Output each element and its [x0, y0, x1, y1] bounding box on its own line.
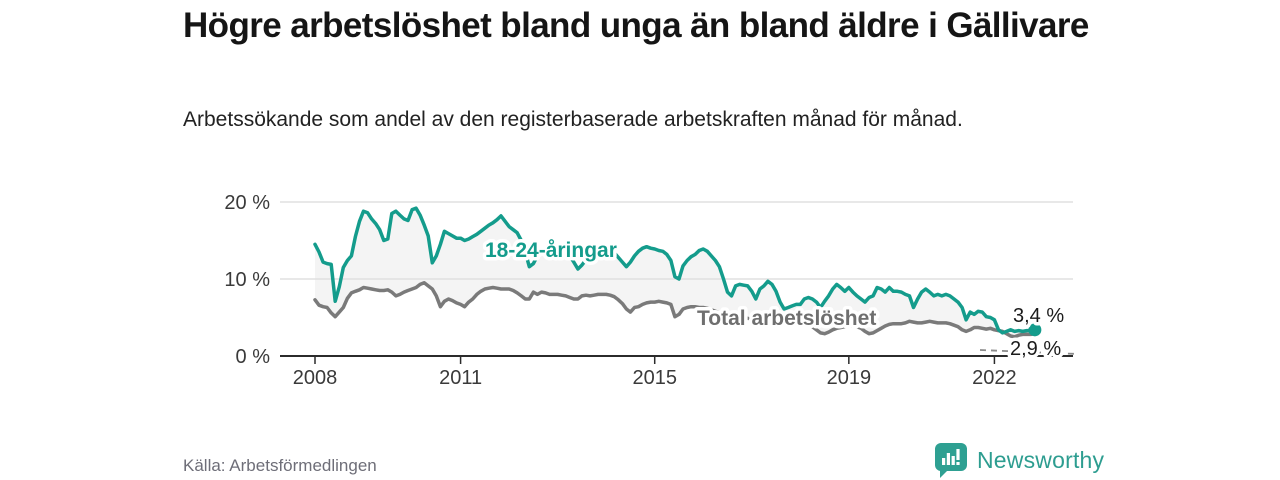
- unemployment-line-chart: 0 % 10 % 20 % 2008 2011 2015 2019 2022 18-24-åri…: [224, 192, 1079, 389]
- y-tick-label-10: 10 %: [224, 269, 270, 291]
- page-title: Högre arbetslöshet bland unga än bland ä…: [183, 6, 1089, 45]
- newsworthy-wordmark: Newsworthy: [977, 447, 1105, 473]
- x-tick-label-2011: 2011: [439, 367, 482, 389]
- x-tick-label-2015: 2015: [632, 367, 677, 389]
- x-tick-label-2019: 2019: [827, 367, 872, 389]
- source-note: Källa: Arbetsförmedlingen: [183, 456, 377, 475]
- newsworthy-icon: [935, 443, 967, 478]
- x-tick-label-2008: 2008: [293, 367, 338, 389]
- newsworthy-logo: Newsworthy: [934, 442, 1104, 479]
- total-series-label: Total arbetslöshet: [697, 307, 876, 330]
- young-series-label: 18-24-åringar: [485, 239, 617, 262]
- y-tick-label-0: 0 %: [236, 346, 271, 368]
- young-line: [313, 206, 1037, 335]
- young-end-value-label: 3,4 %: [1013, 305, 1064, 327]
- total-line: [313, 281, 1037, 339]
- between-series-fill: [315, 208, 1035, 337]
- x-tick-label-2022: 2022: [972, 367, 1017, 389]
- total-end-leader: [979, 349, 1079, 355]
- total-end-value-label: 2,9 %: [1010, 338, 1061, 360]
- chart-subtitle: Arbetssökande som andel av den registerb…: [183, 108, 963, 131]
- y-tick-label-20: 20 %: [224, 192, 270, 214]
- young-end-dot: [1028, 323, 1042, 337]
